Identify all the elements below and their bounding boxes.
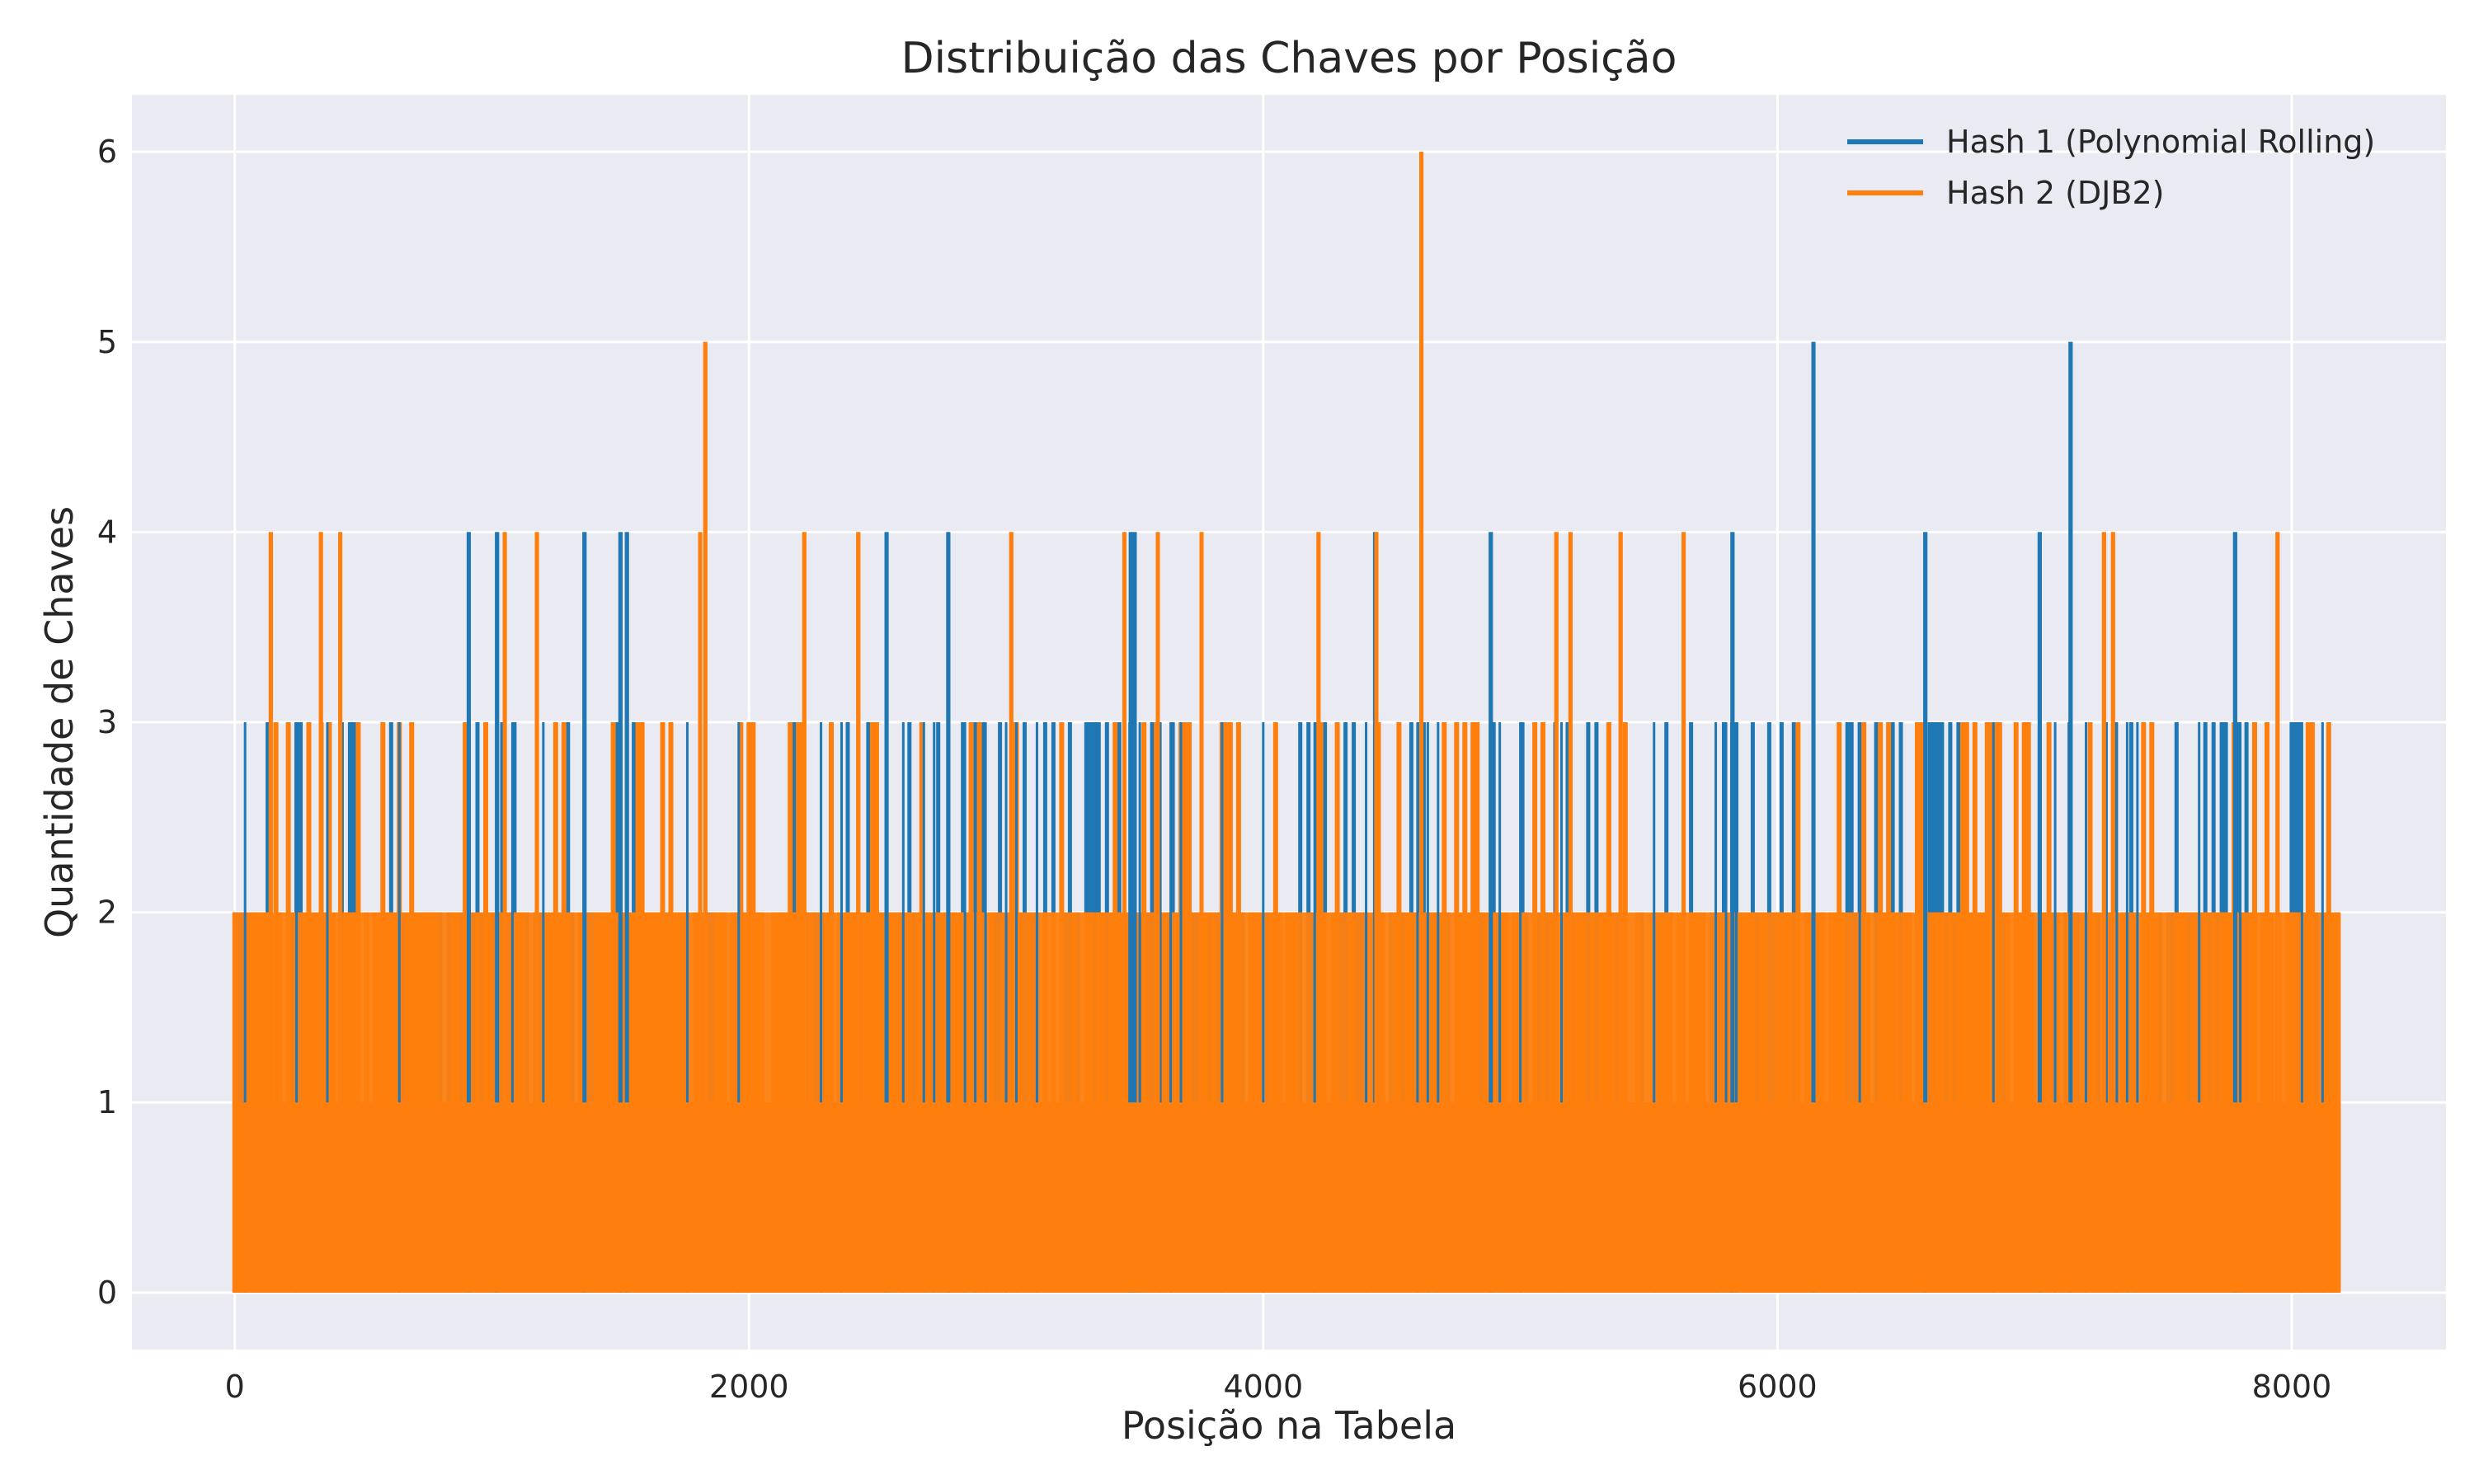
chart-title: Distribuição das Chaves por Posição	[901, 34, 1677, 83]
y-tick-label: 3	[97, 704, 117, 740]
y-tick-label: 1	[97, 1084, 117, 1120]
y-tick-label: 0	[97, 1275, 117, 1311]
x-tick-label: 6000	[1738, 1369, 1818, 1405]
x-tick-label: 2000	[709, 1369, 789, 1405]
y-axis-label: Quantidade de Chaves	[37, 506, 82, 938]
legend: Hash 1 (Polynomial Rolling) Hash 2 (DJB2…	[1847, 124, 2375, 211]
series-layer	[232, 152, 2341, 1293]
legend-label-hash2: Hash 2 (DJB2)	[1946, 175, 2164, 211]
x-tick-label: 8000	[2252, 1369, 2332, 1405]
x-tick-label: 4000	[1223, 1369, 1303, 1405]
y-tick-label: 2	[97, 895, 117, 931]
legend-label-hash1: Hash 1 (Polynomial Rolling)	[1946, 124, 2375, 160]
series-2-floor	[234, 1102, 2341, 1293]
ticks: 0 2000 4000 6000 8000 0 1 2 3 4 5 6	[97, 134, 2331, 1405]
series-1-overlay	[234, 152, 2341, 1293]
y-tick-label: 5	[97, 324, 117, 360]
y-tick-label: 6	[97, 134, 117, 170]
x-axis-label: Posição na Tabela	[1122, 1403, 1456, 1448]
y-tick-label: 4	[97, 514, 117, 550]
x-tick-label: 0	[225, 1369, 245, 1405]
